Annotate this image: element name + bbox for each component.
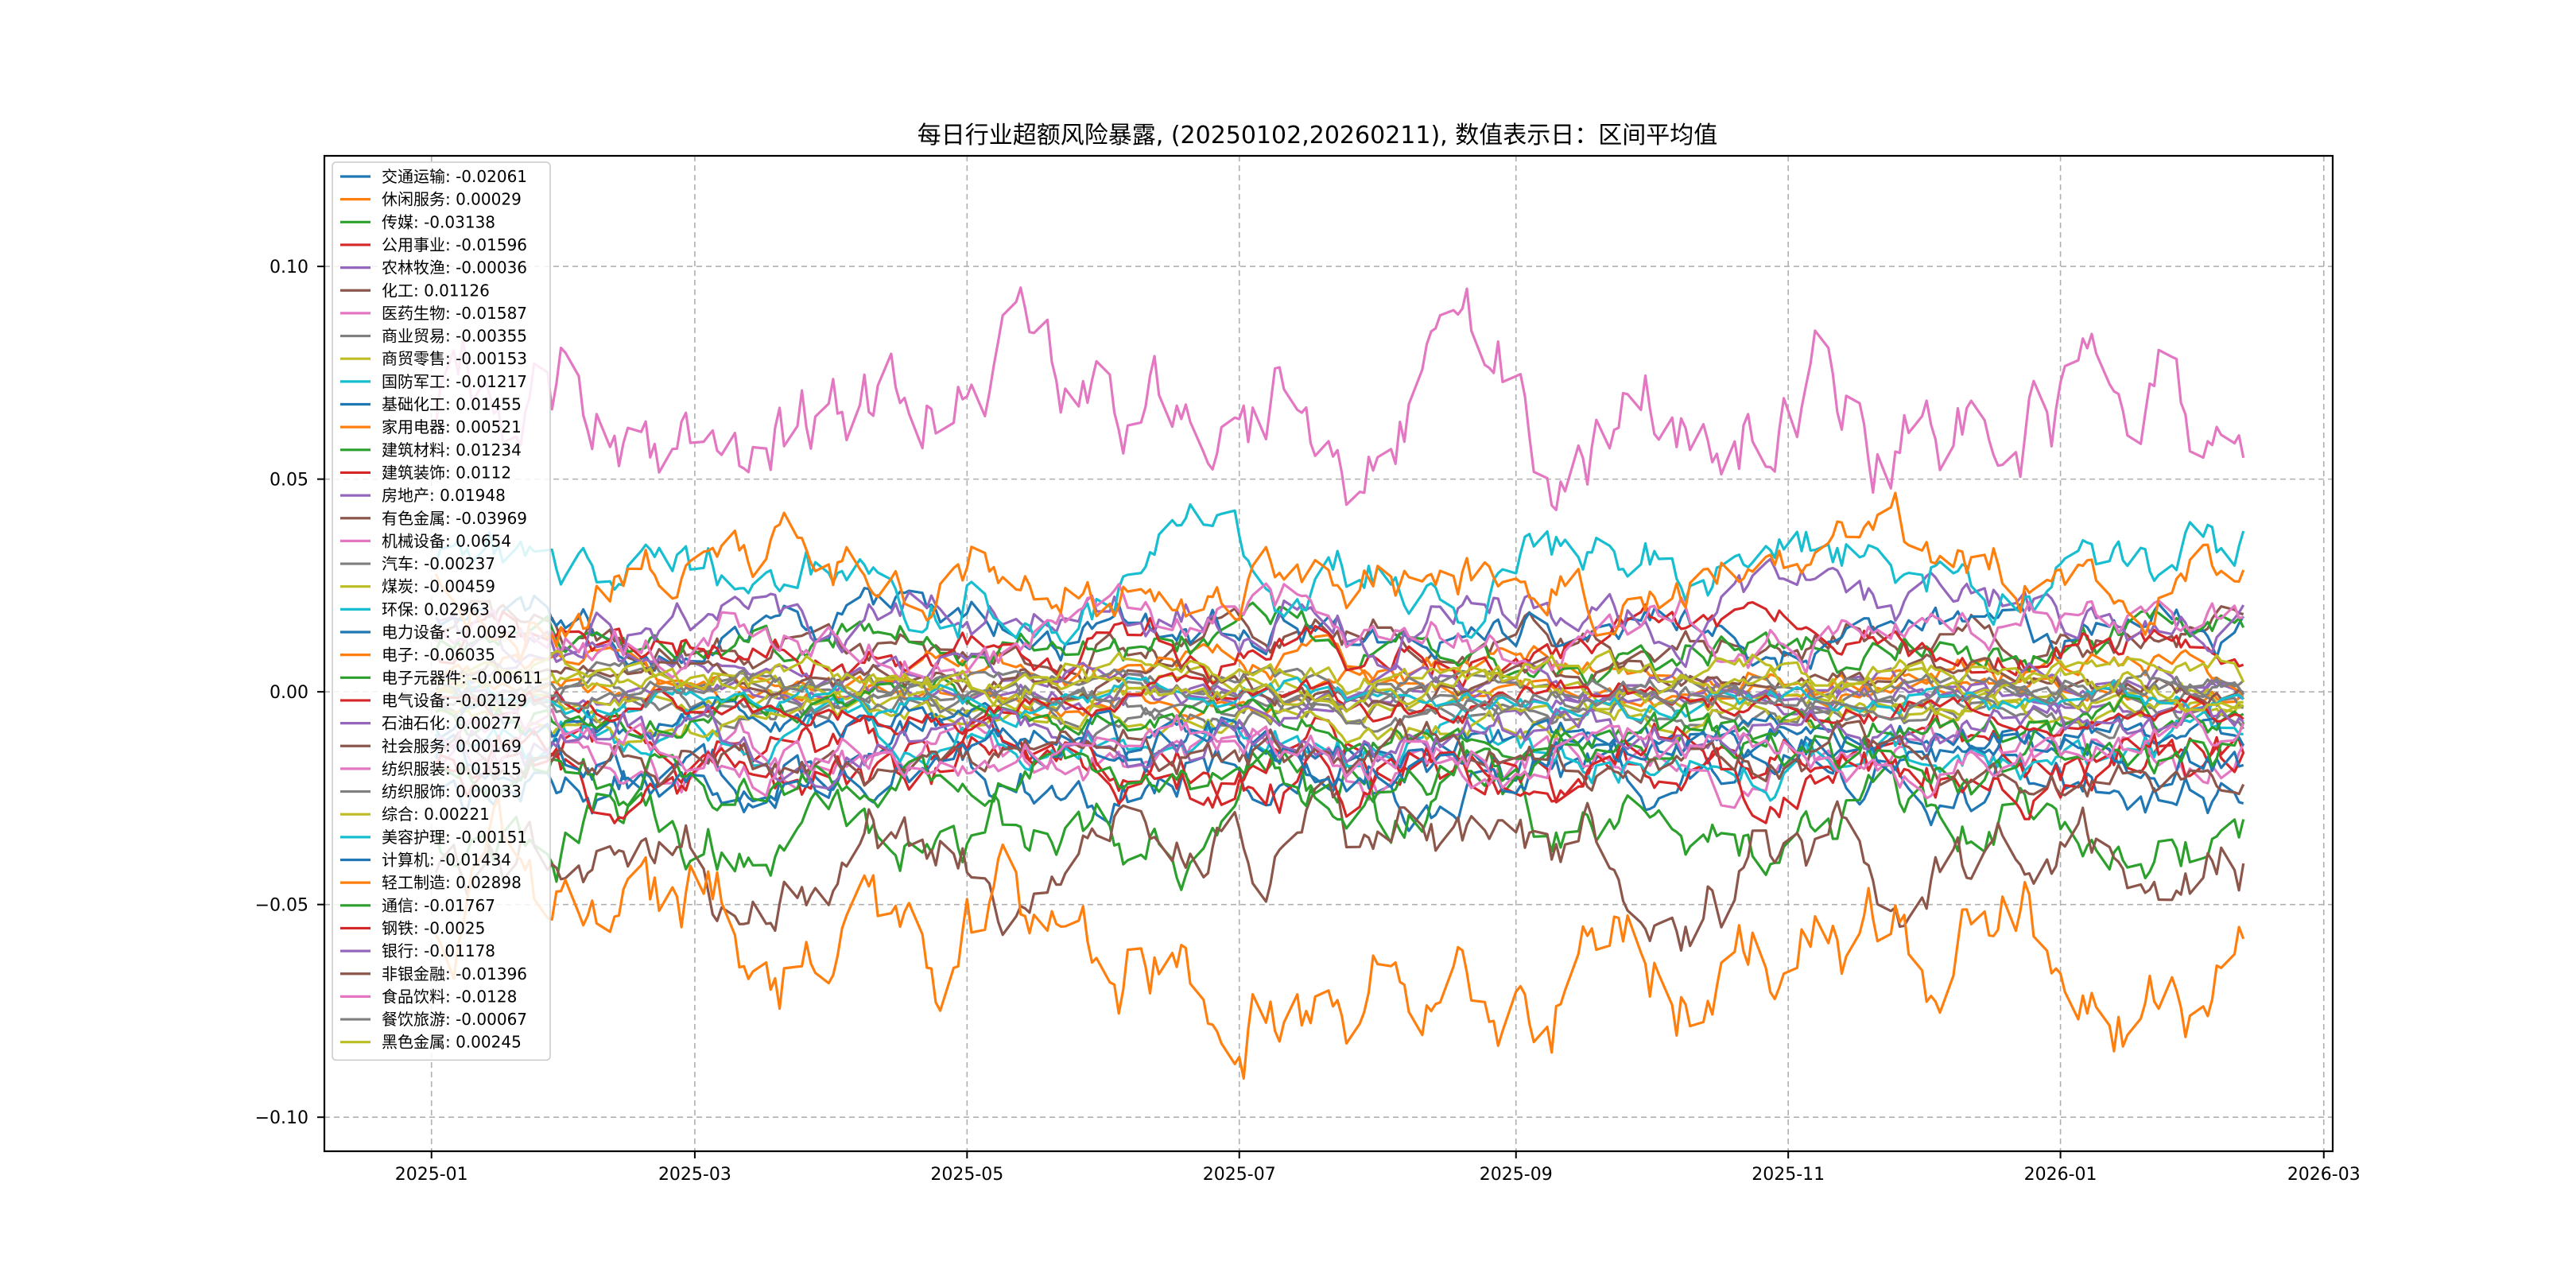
x-tick-label: 2026-03: [2287, 1165, 2361, 1185]
x-tick-label: 2025-05: [930, 1165, 1003, 1185]
y-tick-label: −0.10: [255, 1108, 308, 1128]
legend-label: 房地产: 0.01948: [382, 486, 506, 505]
series-line-14: [435, 557, 2245, 672]
legend-label: 煤炭: -0.00459: [382, 577, 495, 596]
legend-label: 商贸零售: -0.00153: [382, 349, 527, 368]
legend-label: 银行: -0.01178: [382, 941, 495, 960]
legend-label: 美容护理: -0.00151: [382, 828, 527, 847]
series-line-31: [434, 491, 2245, 662]
legend-label: 传媒: -0.03138: [382, 212, 495, 231]
y-axis: −0.10 −0.05 0.00 0.05 0.10: [255, 258, 324, 1128]
series-line-17: [435, 660, 2244, 733]
legend-label: 纺织服饰: 0.00033: [382, 782, 522, 801]
legend-label: 电力设备: -0.0092: [382, 623, 517, 642]
series-line-19: [434, 502, 2245, 646]
series-line-36: [435, 708, 2245, 800]
series-line-5: [434, 599, 2244, 685]
legend-label: 建筑材料: 0.01234: [382, 440, 522, 460]
x-tick-label: 2025-07: [1203, 1165, 1276, 1185]
y-tick-label: −0.05: [255, 896, 308, 916]
series-line-11: [435, 634, 2245, 700]
legend-label: 综合: 0.00221: [382, 805, 490, 824]
series-line-34: [434, 702, 2244, 790]
legend-label: 农林牧渔: -0.00036: [382, 258, 527, 277]
chart-title: 每日行业超额风险暴露, (20250102,20260211), 数值表示日：区…: [918, 122, 1717, 149]
legend-label: 电子: -0.06035: [382, 646, 495, 665]
series-line-32: [436, 702, 2245, 830]
series-line-8: [435, 664, 2244, 728]
legend-label: 黑色金属: 0.00245: [382, 1033, 522, 1052]
series-line-13: [434, 600, 2244, 689]
legend-label: 休闲服务: 0.00029: [382, 190, 522, 209]
legend-label: 轻工制造: 0.02898: [382, 873, 522, 892]
legend-label: 交通运输: -0.02061: [382, 167, 527, 186]
x-tick-label: 2025-03: [658, 1165, 731, 1185]
legend-label: 纺织服装: 0.01515: [382, 759, 522, 778]
series-line-0: [436, 712, 2244, 832]
legend-label: 家用电器: 0.00521: [382, 417, 522, 436]
series-line-35: [435, 718, 2245, 798]
x-tick-label: 2025-09: [1480, 1165, 1553, 1185]
legend: 交通运输: -0.02061 休闲服务: 0.00029 传媒: -0.03138 公…: [332, 161, 551, 1061]
series-line-21: [434, 797, 2245, 1080]
series-lines: [434, 286, 2245, 1080]
legend-label: 国防军工: -0.01217: [382, 372, 527, 391]
legend-label: 基础化工: 0.01455: [382, 395, 522, 414]
series-line-15: [434, 775, 2245, 952]
series-line-37: [434, 669, 2244, 721]
x-tick-label: 2025-11: [1752, 1165, 1825, 1185]
legend-label: 化工: 0.01126: [382, 281, 490, 300]
series-line-38: [435, 649, 2244, 713]
series-line-33: [435, 672, 2244, 738]
series-line-26: [434, 582, 2244, 685]
series-line-30: [434, 709, 2244, 809]
legend-label: 机械设备: 0.0654: [382, 531, 511, 550]
x-axis: 2025-01 2025-03 2025-05 2025-07 2025-09 2025-…: [395, 1151, 2361, 1185]
plot-frame: [323, 154, 2334, 1153]
legend-label: 食品饮料: -0.0128: [382, 987, 517, 1006]
legend-label: 石油石化: 0.00277: [382, 714, 522, 733]
series-line-29: [435, 676, 2244, 728]
legend-box: [332, 161, 551, 1061]
legend-label: 通信: -0.01767: [382, 896, 495, 915]
y-tick-label: 0.10: [270, 258, 308, 277]
legend-label: 社会服务: 0.00169: [382, 736, 522, 755]
legend-label: 计算机: -0.01434: [382, 851, 511, 870]
y-tick-label: 0.05: [270, 471, 308, 491]
legend-label: 汽车: -0.00237: [382, 554, 495, 573]
legend-label: 钢铁: -0.0025: [382, 918, 485, 937]
series-line-2: [434, 740, 2245, 891]
series-line-16: [434, 286, 2245, 512]
legend-label: 商业贸易: -0.00355: [382, 327, 527, 346]
legend-label: 非银金融: -0.01396: [382, 964, 527, 983]
legend-label: 环保: 0.02963: [382, 599, 490, 619]
y-tick-label: 0.00: [270, 683, 308, 703]
legend-label: 有色金属: -0.03969: [382, 509, 527, 528]
legend-label: 电气设备: -0.02129: [382, 691, 527, 710]
legend-label: 电子元器件: -0.00611: [382, 668, 543, 687]
series-line-18: [435, 691, 2244, 747]
legend-label: 建筑装饰: 0.0112: [382, 463, 511, 482]
legend-label: 餐饮旅游: -0.00067: [382, 1010, 527, 1029]
legend-label: 公用事业: -0.01596: [382, 235, 527, 254]
legend-label: 医药生物: -0.01587: [382, 304, 527, 323]
x-tick-label: 2025-01: [395, 1165, 468, 1185]
x-tick-label: 2026-01: [2024, 1165, 2097, 1185]
